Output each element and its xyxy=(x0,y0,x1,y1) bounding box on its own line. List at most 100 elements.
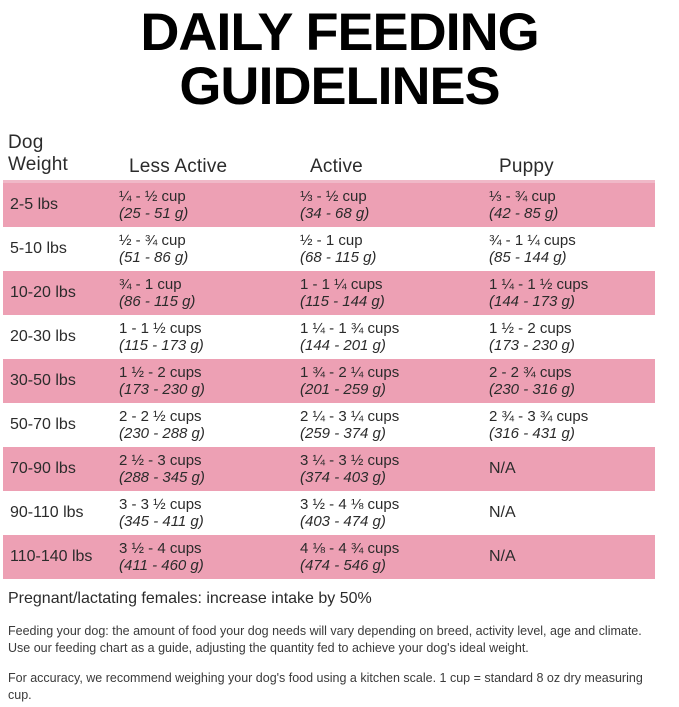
cell-less-active-amount: 1 - 1 ½ cups xyxy=(119,320,202,337)
page-title: DAILY FEEDING GUIDELINES xyxy=(0,0,679,114)
cell-active-grams: (34 - 68 g) xyxy=(300,205,370,222)
cell-puppy-amount: ¾ - 1 ¼ cups xyxy=(489,232,576,249)
table-row: 110-140 lbs 3 ½ - 4 cups (411 - 460 g) 4 ⅛ … xyxy=(0,535,679,579)
table-row: 70-90 lbs 2 ½ - 3 cups (288 - 345 g) 3 ¼ - … xyxy=(0,447,679,491)
cell-active-grams: (259 - 374 g) xyxy=(300,425,386,442)
cell-active: 3 ¼ - 3 ½ cups (374 - 403 g) xyxy=(300,452,399,486)
cell-active: ⅓ - ½ cup (34 - 68 g) xyxy=(300,188,369,222)
table-header-row: Dog Weight Less Active Active Puppy xyxy=(0,132,679,183)
cell-puppy: N/A xyxy=(489,504,516,521)
cell-puppy: 2 - 2 ¾ cups (230 - 316 g) xyxy=(489,364,575,398)
cell-less-active-grams: (288 - 345 g) xyxy=(119,469,205,486)
cell-less-active: 2 ½ - 3 cups (288 - 345 g) xyxy=(119,452,205,486)
table-row: 10-20 lbs ¾ - 1 cup (86 - 115 g) 1 - 1 ¼ cu… xyxy=(0,271,679,315)
cell-puppy: 1 ¼ - 1 ½ cups (144 - 173 g) xyxy=(489,276,588,310)
cell-less-active: ¾ - 1 cup (86 - 115 g) xyxy=(119,276,195,310)
cell-puppy: ¾ - 1 ¼ cups (85 - 144 g) xyxy=(489,232,576,266)
cell-puppy-amount: N/A xyxy=(489,504,516,521)
cell-less-active-amount: 2 ½ - 3 cups xyxy=(119,452,202,469)
cell-puppy-grams: (144 - 173 g) xyxy=(489,293,575,310)
table-row: 20-30 lbs 1 - 1 ½ cups (115 - 173 g) 1 ¼ - … xyxy=(0,315,679,359)
cell-less-active-grams: (173 - 230 g) xyxy=(119,381,205,398)
cell-less-active-grams: (411 - 460 g) xyxy=(119,557,204,574)
cell-active-grams: (474 - 546 g) xyxy=(300,557,386,574)
cell-active-amount: 2 ¼ - 3 ¼ cups xyxy=(300,408,400,425)
column-header-active: Active xyxy=(310,156,363,177)
cell-less-active-grams: (230 - 288 g) xyxy=(119,425,205,442)
cell-active: 1 ¼ - 1 ¾ cups (144 - 201 g) xyxy=(300,320,399,354)
cell-puppy-amount: 2 - 2 ¾ cups xyxy=(489,364,572,381)
cell-less-active-grams: (115 - 173 g) xyxy=(119,337,204,354)
cell-active-grams: (201 - 259 g) xyxy=(300,381,386,398)
cell-dog-weight: 70-90 lbs xyxy=(10,460,76,477)
title-line-1: DAILY FEEDING xyxy=(140,3,539,62)
title-line-2: GUIDELINES xyxy=(179,57,500,116)
cell-puppy-amount: 1 ¼ - 1 ½ cups xyxy=(489,276,589,293)
cell-active: 2 ¼ - 3 ¼ cups (259 - 374 g) xyxy=(300,408,399,442)
cell-dog-weight: 50-70 lbs xyxy=(10,416,76,433)
cell-less-active: 1 ½ - 2 cups (173 - 230 g) xyxy=(119,364,205,398)
cell-puppy-amount: 1 ½ - 2 cups xyxy=(489,320,572,337)
cell-less-active-amount: ¾ - 1 cup xyxy=(119,276,182,293)
cell-dog-weight: 2-5 lbs xyxy=(10,196,59,213)
cell-less-active: ½ - ¾ cup (51 - 86 g) xyxy=(119,232,188,266)
cell-less-active-amount: 2 - 2 ½ cups xyxy=(119,408,202,425)
cell-less-active: 3 - 3 ½ cups (345 - 411 g) xyxy=(119,496,204,530)
cell-active: 3 ½ - 4 ⅛ cups (403 - 474 g) xyxy=(300,496,399,530)
column-header-less-active: Less Active xyxy=(129,156,228,177)
cell-active-amount: ⅓ - ½ cup xyxy=(300,188,367,205)
column-header-dog-weight-line2: Weight xyxy=(8,154,68,175)
cell-active-amount: 3 ½ - 4 ⅛ cups xyxy=(300,496,400,513)
cell-active-amount: 3 ¼ - 3 ½ cups xyxy=(300,452,400,469)
cell-less-active: ¼ - ½ cup (25 - 51 g) xyxy=(119,188,188,222)
cell-active-amount: ½ - 1 cup xyxy=(300,232,363,249)
cell-less-active-grams: (51 - 86 g) xyxy=(119,249,189,266)
cell-dog-weight: 5-10 lbs xyxy=(10,240,67,257)
cell-active: 1 ¾ - 2 ¼ cups (201 - 259 g) xyxy=(300,364,399,398)
cell-active-amount: 1 ¼ - 1 ¾ cups xyxy=(300,320,400,337)
cell-dog-weight: 10-20 lbs xyxy=(10,284,76,301)
cell-puppy-amount: 2 ¾ - 3 ¾ cups xyxy=(489,408,589,425)
cell-puppy-amount: N/A xyxy=(489,548,516,565)
column-header-dog-weight: Dog Weight xyxy=(8,132,98,176)
cell-puppy: 1 ½ - 2 cups (173 - 230 g) xyxy=(489,320,575,354)
table-row: 30-50 lbs 1 ½ - 2 cups (173 - 230 g) 1 ¾ - … xyxy=(0,359,679,403)
cell-puppy-amount: N/A xyxy=(489,460,516,477)
table-row: 2-5 lbs ¼ - ½ cup (25 - 51 g) ⅓ - ½ cup (34 … xyxy=(0,183,679,227)
cell-puppy-grams: (85 - 144 g) xyxy=(489,249,567,266)
cell-less-active-amount: 3 ½ - 4 cups xyxy=(119,540,202,557)
footer-notes: Pregnant/lactating females: increase int… xyxy=(0,589,679,704)
cell-less-active: 2 - 2 ½ cups (230 - 288 g) xyxy=(119,408,205,442)
cell-less-active-grams: (25 - 51 g) xyxy=(119,205,189,222)
cell-less-active-amount: ¼ - ½ cup xyxy=(119,188,186,205)
cell-puppy: N/A xyxy=(489,548,516,565)
cell-less-active-amount: 1 ½ - 2 cups xyxy=(119,364,202,381)
column-header-dog-weight-line1: Dog xyxy=(8,132,44,153)
table-row: 5-10 lbs ½ - ¾ cup (51 - 86 g) ½ - 1 cup (68… xyxy=(0,227,679,271)
cell-puppy-grams: (173 - 230 g) xyxy=(489,337,575,354)
cell-puppy-amount: ⅓ - ¾ cup xyxy=(489,188,556,205)
cell-active-grams: (144 - 201 g) xyxy=(300,337,386,354)
cell-active-grams: (374 - 403 g) xyxy=(300,469,386,486)
cell-less-active-grams: (345 - 411 g) xyxy=(119,513,204,530)
cell-active-grams: (403 - 474 g) xyxy=(300,513,386,530)
cell-active-amount: 1 - 1 ¼ cups xyxy=(300,276,383,293)
cell-puppy: N/A xyxy=(489,460,516,477)
cell-less-active: 3 ½ - 4 cups (411 - 460 g) xyxy=(119,540,204,574)
cell-less-active-amount: ½ - ¾ cup xyxy=(119,232,186,249)
cell-puppy: ⅓ - ¾ cup (42 - 85 g) xyxy=(489,188,558,222)
table-body: 2-5 lbs ¼ - ½ cup (25 - 51 g) ⅓ - ½ cup (34 … xyxy=(0,183,679,579)
cell-less-active-amount: 3 - 3 ½ cups xyxy=(119,496,202,513)
pregnant-lactating-note: Pregnant/lactating females: increase int… xyxy=(8,590,372,607)
cell-active: 1 - 1 ¼ cups (115 - 144 g) xyxy=(300,276,385,310)
cell-dog-weight: 90-110 lbs xyxy=(10,504,84,521)
column-header-puppy: Puppy xyxy=(499,156,554,177)
cell-active-grams: (115 - 144 g) xyxy=(300,293,385,310)
cell-dog-weight: 20-30 lbs xyxy=(10,328,76,345)
table-row: 50-70 lbs 2 - 2 ½ cups (230 - 288 g) 2 ¼ - … xyxy=(0,403,679,447)
cell-active-grams: (68 - 115 g) xyxy=(300,249,377,266)
cell-dog-weight: 30-50 lbs xyxy=(10,372,76,389)
header-divider xyxy=(3,180,655,183)
cell-active-amount: 1 ¾ - 2 ¼ cups xyxy=(300,364,400,381)
table-row: 90-110 lbs 3 - 3 ½ cups (345 - 411 g) 3 ½ -… xyxy=(0,491,679,535)
